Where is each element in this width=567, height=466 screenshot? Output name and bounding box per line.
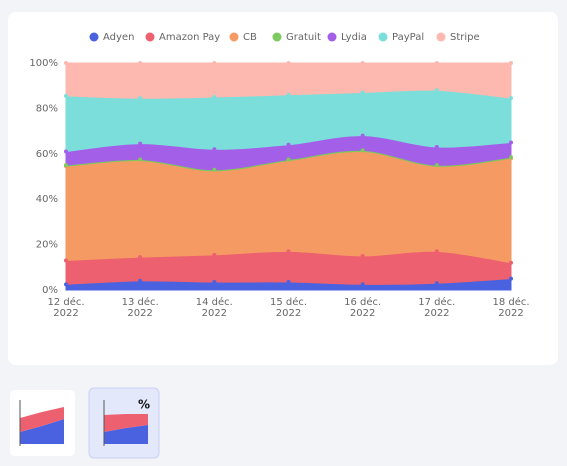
point (138, 141, 143, 146)
legend-label: PayPal (392, 32, 424, 43)
x-tick-label: 17 déc. 2022 (418, 297, 456, 319)
y-tick-label: 60% (36, 149, 58, 160)
point (212, 167, 217, 172)
x-tick-label: 16 déc. 2022 (344, 297, 382, 319)
legend-swatch (89, 32, 99, 42)
x-tick-label: 14 déc. 2022 (195, 297, 233, 319)
y-tick-label: 20% (36, 240, 58, 251)
point (138, 255, 143, 260)
legend-label: Stripe (450, 32, 480, 43)
legend-swatch (229, 32, 239, 42)
point (434, 281, 439, 286)
area (65, 89, 512, 153)
point (64, 93, 68, 98)
icon-area (20, 407, 64, 432)
icon-area (104, 414, 148, 432)
point (64, 163, 68, 168)
point (138, 61, 143, 65)
point (138, 157, 143, 162)
point (138, 278, 143, 283)
point (360, 61, 365, 65)
point (360, 133, 365, 138)
icon-area (104, 425, 148, 444)
point (64, 149, 68, 154)
area-view-button[interactable] (10, 390, 75, 456)
point (64, 282, 68, 287)
point (212, 280, 217, 285)
legend-label: Amazon Pay (159, 32, 220, 43)
legend-swatch (327, 32, 337, 42)
point (138, 96, 143, 101)
y-tick-label: 0% (42, 285, 58, 296)
percent-view-button[interactable]: % (88, 387, 160, 459)
point (212, 95, 217, 100)
point (434, 163, 439, 168)
legend-swatch (145, 32, 155, 42)
legend-label: CB (243, 32, 257, 43)
x-tick-label: 12 déc. 2022 (47, 297, 85, 319)
legend-label: Gratuit (286, 32, 321, 43)
point (509, 96, 513, 101)
legend-label: Lydia (341, 32, 367, 43)
point (286, 249, 291, 254)
point (286, 142, 291, 147)
legend-swatch (436, 32, 446, 42)
point (509, 140, 513, 145)
y-tick-label: 100% (29, 58, 58, 69)
point (64, 258, 68, 263)
point (360, 148, 365, 153)
point (509, 155, 513, 160)
y-tick-label: 80% (36, 103, 58, 114)
point (212, 147, 217, 152)
point (212, 252, 217, 257)
point (509, 276, 513, 281)
point (286, 157, 291, 162)
legend-label: Adyen (103, 32, 134, 43)
point (64, 61, 68, 65)
point (360, 253, 365, 258)
x-tick-label: 18 déc. 2022 (492, 297, 530, 319)
point (360, 90, 365, 95)
x-tick-label: 13 déc. 2022 (121, 297, 159, 319)
area (65, 150, 512, 264)
legend-swatch (272, 32, 282, 42)
point (360, 282, 365, 287)
icon-area (20, 419, 64, 444)
point (212, 61, 217, 65)
point (434, 88, 439, 93)
y-tick-label: 40% (36, 194, 58, 205)
point (286, 280, 291, 285)
point (286, 61, 291, 65)
point (434, 249, 439, 254)
point (434, 61, 439, 65)
percent-icon: % (138, 398, 150, 412)
point (509, 260, 513, 265)
point (434, 144, 439, 149)
x-tick-label: 15 déc. 2022 (269, 297, 308, 319)
legend-swatch (378, 32, 388, 42)
point (509, 61, 513, 65)
point (286, 92, 291, 97)
